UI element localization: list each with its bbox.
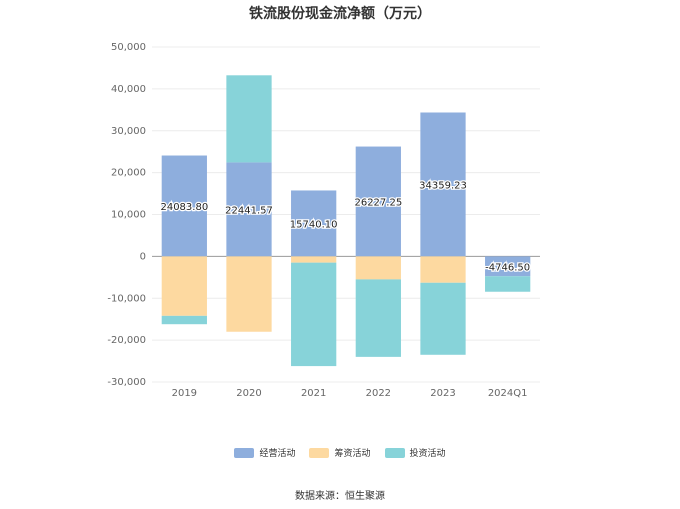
legend-item-investing[interactable]: 投资活动	[384, 446, 446, 459]
data-label: 34359.23	[419, 180, 467, 191]
chart-title: 铁流股份现金流净额（万元）	[249, 6, 431, 22]
x-tick-label: 2021	[301, 388, 326, 399]
bar-investing	[161, 315, 207, 325]
legend-label: 筹资活动	[334, 449, 371, 459]
legend-swatch	[384, 447, 405, 458]
x-tick-label: 2023	[430, 388, 455, 399]
x-tick-label: 2022	[366, 388, 391, 399]
y-tick-label: 40,000	[111, 84, 146, 95]
bar-operating	[161, 155, 207, 257]
y-tick-label: 50,000	[111, 42, 146, 53]
legend-label: 投资活动	[409, 449, 446, 459]
data-label: 15740.10	[290, 219, 338, 230]
data-label: 26227.25	[354, 197, 402, 208]
stacked-bar-chart: 50,000 40,000 30,000 20,000 10,000 0 -10,000 -2…	[107, 42, 540, 399]
bar-operating	[355, 146, 401, 257]
y-tick-label: -20,000	[107, 335, 146, 346]
data-label: 24083.80	[160, 202, 208, 213]
data-label: 22441.57	[225, 205, 273, 216]
x-tick-label: 2020	[236, 388, 261, 399]
bar-financing	[291, 256, 337, 263]
bar-investing	[355, 279, 401, 357]
legend: 经营活动 筹资活动 投资活动	[0, 446, 680, 459]
bar-operating	[420, 112, 466, 257]
bar-financing	[420, 256, 466, 283]
x-tick-label: 2024Q1	[488, 388, 528, 399]
legend-item-operating[interactable]: 经营活动	[234, 446, 295, 459]
y-tick-label: -30,000	[107, 377, 146, 388]
bar-financing	[226, 256, 272, 332]
y-tick-label: 0	[140, 251, 146, 262]
bar-operating	[226, 162, 272, 257]
y-tick-label: 30,000	[111, 126, 146, 137]
legend-swatch	[309, 447, 330, 458]
bar-investing	[226, 75, 272, 163]
data-source: 数据来源：恒生聚源	[295, 491, 385, 502]
y-tick-label: 10,000	[111, 210, 146, 221]
bar-investing	[485, 276, 531, 292]
legend-label: 经营活动	[259, 449, 296, 459]
bar-financing	[161, 256, 207, 316]
bar-investing	[291, 262, 337, 367]
y-tick-label: 20,000	[111, 168, 146, 179]
bar-operating	[291, 190, 337, 257]
y-tick-label: -10,000	[107, 293, 146, 304]
bar-operating	[485, 256, 531, 277]
data-label: -4746.50	[485, 262, 530, 273]
bar-investing	[420, 282, 466, 355]
x-tick-label: 2019	[172, 388, 197, 399]
legend-swatch	[234, 447, 255, 458]
bar-financing	[355, 256, 401, 280]
legend-item-financing[interactable]: 筹资活动	[309, 446, 371, 459]
